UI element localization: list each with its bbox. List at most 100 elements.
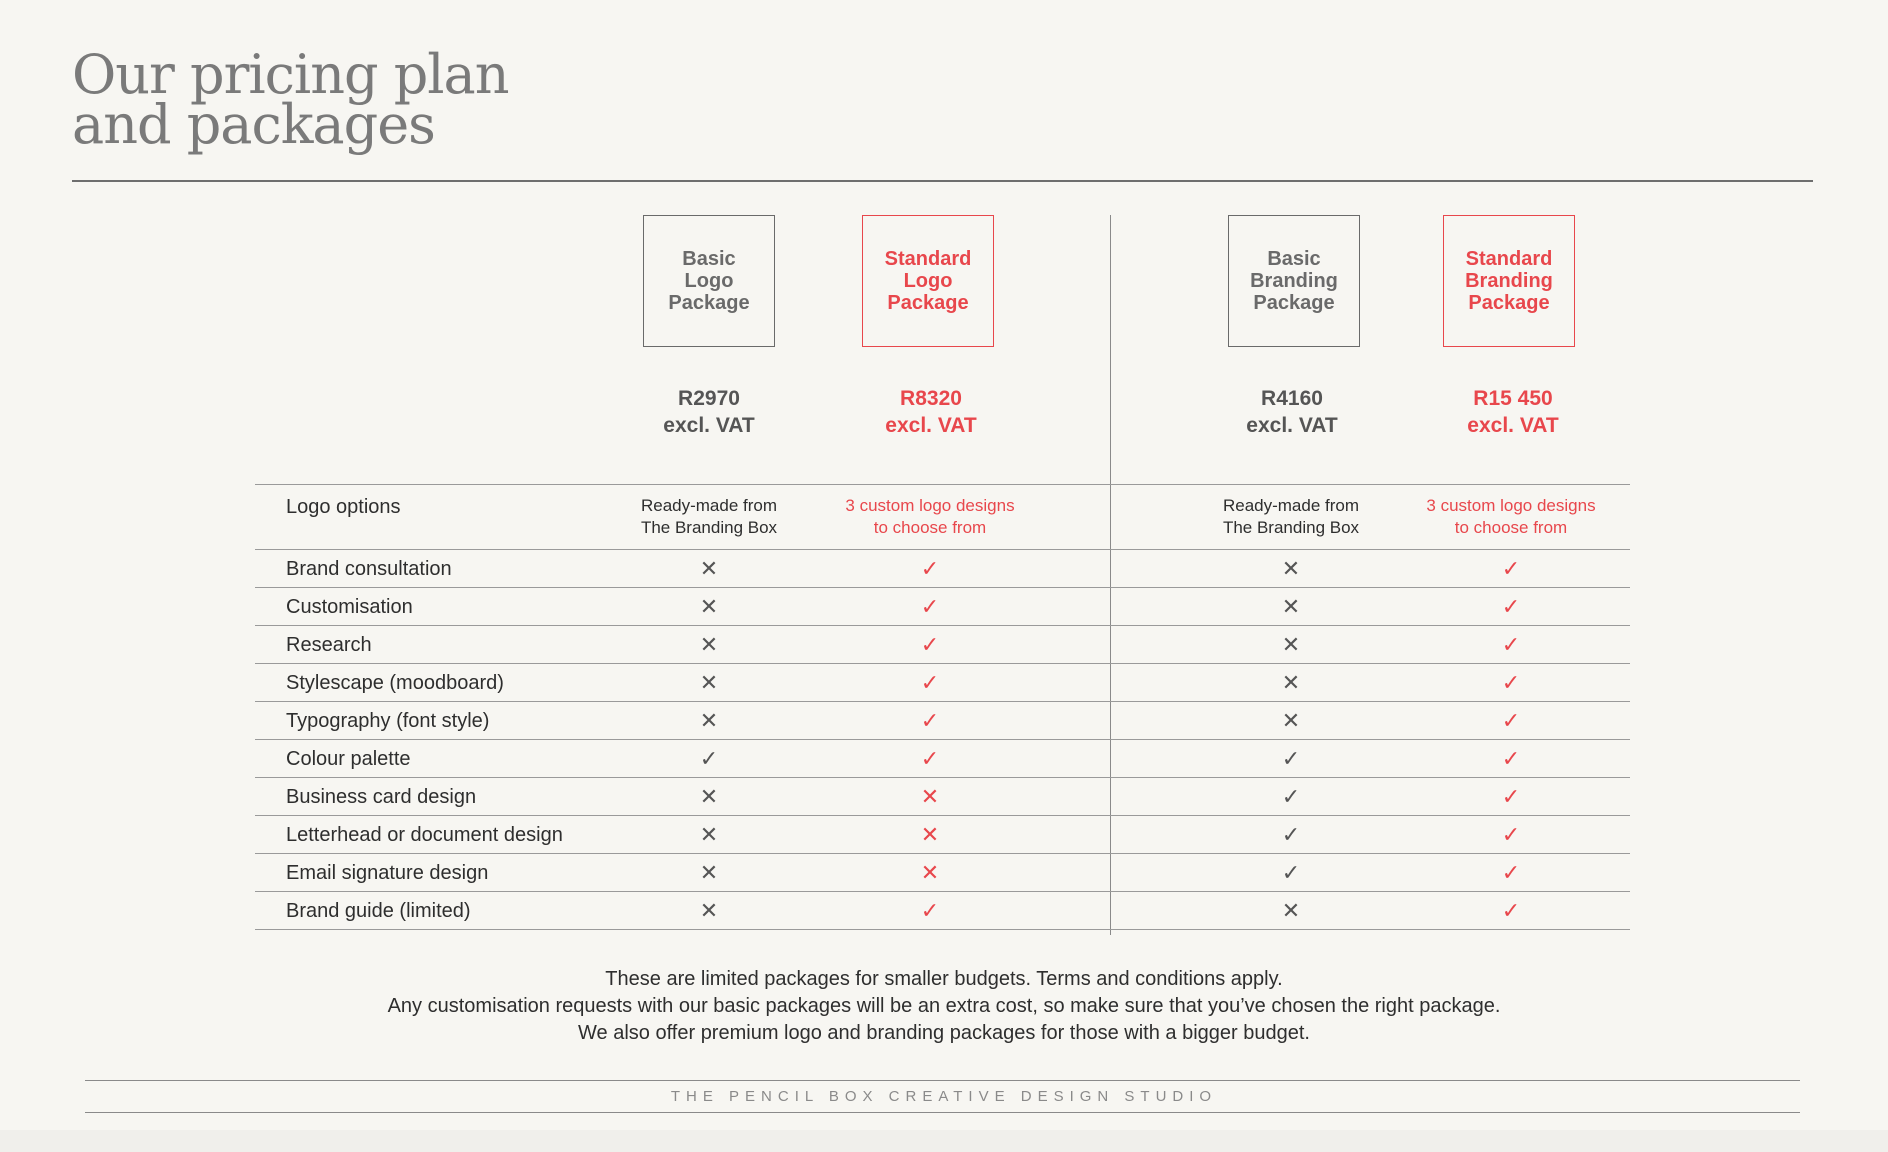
price-vat: excl. VAT [1467,414,1559,437]
standard-branding-package-box: Standard Branding Package [1443,215,1575,347]
title-line-1: Our pricing plan [72,43,510,106]
basic-branding-package-box: Basic Branding Package [1228,215,1360,347]
cell-standard-logo: 3 custom logo designs to choose from [845,496,1015,537]
title-divider [72,180,1813,182]
package-name: Basic Logo Package [668,248,750,314]
cross-icon: ✕ [699,897,719,923]
footer-rule-top [85,1080,1800,1082]
row-label: Typography (font style) [286,710,490,732]
table-row: Stylescape (moodboard) ✕ ✓ ✕ ✓ [255,663,1630,701]
cross-icon: ✕ [1281,897,1301,923]
row-label: Customisation [286,596,413,618]
table-row: Colour palette ✓ ✓ ✓ ✓ [255,739,1630,777]
bottom-band [0,1130,1888,1152]
check-icon: ✓ [1501,707,1521,733]
package-name: Standard Branding Package [1465,248,1553,314]
basic-logo-package-box: Basic Logo Package [643,215,775,347]
check-icon: ✓ [1281,859,1301,885]
comparison-table: Logo options Ready-made from The Brandin… [255,484,1630,930]
cross-icon: ✕ [699,555,719,581]
cross-icon: ✕ [699,707,719,733]
check-icon: ✓ [1501,745,1521,771]
check-icon: ✓ [920,669,940,695]
check-icon: ✓ [1501,669,1521,695]
cross-icon: ✕ [920,859,940,885]
check-icon: ✓ [1501,897,1521,923]
studio-name: THE PENCIL BOX CREATIVE DESIGN STUDIO [670,1088,1218,1105]
table-row: Business card design ✕ ✕ ✓ ✓ [255,777,1630,815]
row-label: Business card design [286,786,477,808]
price-vat: excl. VAT [663,414,755,437]
cross-icon: ✕ [920,821,940,847]
row-label: Brand consultation [286,558,452,580]
table-row-logo-options: Logo options Ready-made from The Brandin… [255,484,1630,549]
check-icon: ✓ [1281,783,1301,809]
price-amount: R2970 [678,387,740,410]
row-label: Stylescape (moodboard) [286,672,504,694]
cross-icon: ✕ [699,631,719,657]
footer-rule-bottom [85,1112,1800,1114]
page-title: Our pricing plan and packages [72,43,510,156]
check-icon: ✓ [1501,555,1521,581]
cross-icon: ✕ [920,783,940,809]
cross-icon: ✕ [1281,631,1301,657]
footnote-line-3: We also offer premium logo and branding … [578,1022,1310,1044]
check-icon: ✓ [920,745,940,771]
cross-icon: ✕ [1281,707,1301,733]
table-row: Brand guide (limited) ✕ ✓ ✕ ✓ [255,891,1630,930]
footnote-line-2: Any customisation requests with our basi… [387,995,1501,1017]
footnote-line-1: These are limited packages for smaller b… [605,968,1283,990]
row-label: Colour palette [286,748,411,770]
row-label: Brand guide (limited) [286,900,471,922]
basic-logo-price: R2970 excl. VAT [599,385,819,439]
price-amount: R4160 [1261,387,1323,410]
check-icon: ✓ [920,897,940,923]
standard-logo-price: R8320 excl. VAT [821,385,1041,439]
check-icon: ✓ [1501,821,1521,847]
table-row: Customisation ✕ ✓ ✕ ✓ [255,587,1630,625]
check-icon: ✓ [920,593,940,619]
table-row: Email signature design ✕ ✕ ✓ ✓ [255,853,1630,891]
table-row: Research ✕ ✓ ✕ ✓ [255,625,1630,663]
price-vat: excl. VAT [1246,414,1338,437]
row-label: Logo options [286,496,401,518]
row-label: Research [286,634,372,656]
cell-basic-logo: Ready-made from The Branding Box [640,496,778,537]
cell-standard-branding: 3 custom logo designs to choose from [1426,496,1596,537]
cross-icon: ✕ [1281,593,1301,619]
cross-icon: ✕ [699,859,719,885]
cross-icon: ✕ [1281,555,1301,581]
footnote: These are limited packages for smaller b… [0,966,1888,1047]
check-icon: ✓ [1501,783,1521,809]
check-icon: ✓ [1501,593,1521,619]
cross-icon: ✕ [699,669,719,695]
row-label: Email signature design [286,862,489,884]
check-icon: ✓ [920,707,940,733]
basic-branding-price: R4160 excl. VAT [1182,385,1402,439]
cross-icon: ✕ [699,783,719,809]
check-icon: ✓ [1281,745,1301,771]
standard-logo-package-box: Standard Logo Package [862,215,994,347]
title-line-2: and packages [72,93,436,156]
check-icon: ✓ [1501,859,1521,885]
price-vat: excl. VAT [885,414,977,437]
cell-basic-branding: Ready-made from The Branding Box [1222,496,1360,537]
check-icon: ✓ [920,555,940,581]
cross-icon: ✕ [699,593,719,619]
check-icon: ✓ [1281,821,1301,847]
package-name: Basic Branding Package [1250,248,1338,314]
cross-icon: ✕ [1281,669,1301,695]
price-amount: R8320 [900,387,962,410]
row-label: Letterhead or document design [286,824,563,846]
price-amount: R15 450 [1473,387,1553,410]
standard-branding-price: R15 450 excl. VAT [1403,385,1623,439]
check-icon: ✓ [1501,631,1521,657]
cross-icon: ✕ [699,821,719,847]
check-icon: ✓ [920,631,940,657]
package-group-divider [1110,215,1112,935]
package-name: Standard Logo Package [884,248,972,314]
table-row: Brand consultation ✕ ✓ ✕ ✓ [255,549,1630,587]
table-row: Letterhead or document design ✕ ✕ ✓ ✓ [255,815,1630,853]
table-row: Typography (font style) ✕ ✓ ✕ ✓ [255,701,1630,739]
check-icon: ✓ [699,745,719,771]
